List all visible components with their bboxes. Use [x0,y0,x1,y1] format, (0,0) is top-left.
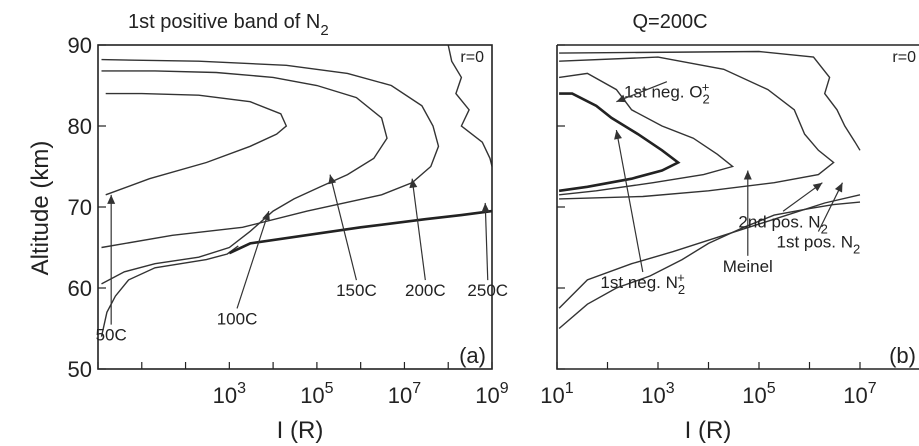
series-a [100,44,493,337]
series-line [228,209,493,255]
arrow-head [616,94,627,103]
series-line [559,50,861,151]
series-line [105,92,288,196]
x-ticks-b: 101 103 105 107 [540,362,877,408]
panel-label-b: (b) [889,343,916,368]
arrow-head [107,194,116,204]
annotation-label: 100C [217,309,258,328]
x-tick-label: 103 [213,380,246,408]
annotation-label: 200C [405,281,446,300]
corner-label-b: r=0 [892,49,916,66]
x-tick-label: 103 [641,380,674,408]
y-ticks-a: 50 60 70 80 90 [68,33,106,382]
y-tick-label: 90 [68,33,92,58]
annotation-label: Meinel [723,257,773,276]
annotation-arrow [329,174,358,281]
x-tick-label: 101 [540,380,573,408]
series-line [559,56,835,200]
arrow-head [834,182,843,193]
x-axis-label-a: I (R) [277,417,324,444]
chart-panel-a: 1st positive band of N2 Altitude (km) r=… [27,11,509,444]
x-tick-label: 107 [843,380,876,408]
arrow-head [409,178,418,189]
x-tick-label: 107 [388,380,421,408]
annotation-arrow [616,81,668,103]
series-line [559,72,735,196]
y-tick-label: 60 [68,276,92,301]
x-tick-label: 105 [742,380,775,408]
arrow-head [743,170,752,180]
x-ticks-a: 103 105 107 109 [97,362,509,408]
x-tick-label: 105 [300,380,333,408]
series-line [101,70,388,285]
arrow-head [262,211,270,221]
annotation-arrow [615,129,644,273]
x-axis-label-b: I (R) [685,417,732,444]
y-axis-label: Altitude (km) [27,141,54,276]
panel-label-a: (a) [459,343,486,368]
title-b: Q=200C [632,11,707,33]
arrow-head [812,182,823,192]
series-line [101,58,440,249]
annotation-label: 1st neg. N2+ [600,270,685,297]
series-line [558,92,681,193]
annotation-arrow [236,210,270,309]
series-line [558,194,861,309]
annotation-label: 2nd pos. N2 [738,212,827,236]
annotation-arrow [817,182,844,232]
corner-label-a: r=0 [460,49,484,66]
annotations-a: 50C 100C 150C 200C 250C [96,174,508,345]
annotation-label: 1st neg. O2+ [624,80,710,107]
arrow-head [328,174,337,185]
y-tick-label: 70 [68,195,92,220]
title-a: 1st positive band of N2 [128,11,329,39]
y-tick-label: 80 [68,114,92,139]
series-b [558,50,861,330]
annotation-arrow [411,178,426,281]
series-line [558,201,861,330]
series-line [447,44,493,167]
annotation-label: 1st pos. N2 [777,233,861,257]
frame-a [97,44,493,370]
annotation-label: 50C [96,326,127,345]
arrow-head [614,130,622,140]
frame-b [556,44,919,370]
annotation-label: 250C [467,281,508,300]
series-line [100,245,239,337]
chart-panel-b: Q=200C r=0 (b) I (R) 101 103 105 107 1st ne… [540,11,919,444]
arrow-head [481,202,490,213]
annotation-arrow [484,202,489,281]
y-axis-label-a: Altitude (km) [27,141,54,276]
annotation-label: 150C [336,281,377,300]
y-tick-label: 50 [68,357,92,382]
x-tick-label: 109 [475,380,508,408]
